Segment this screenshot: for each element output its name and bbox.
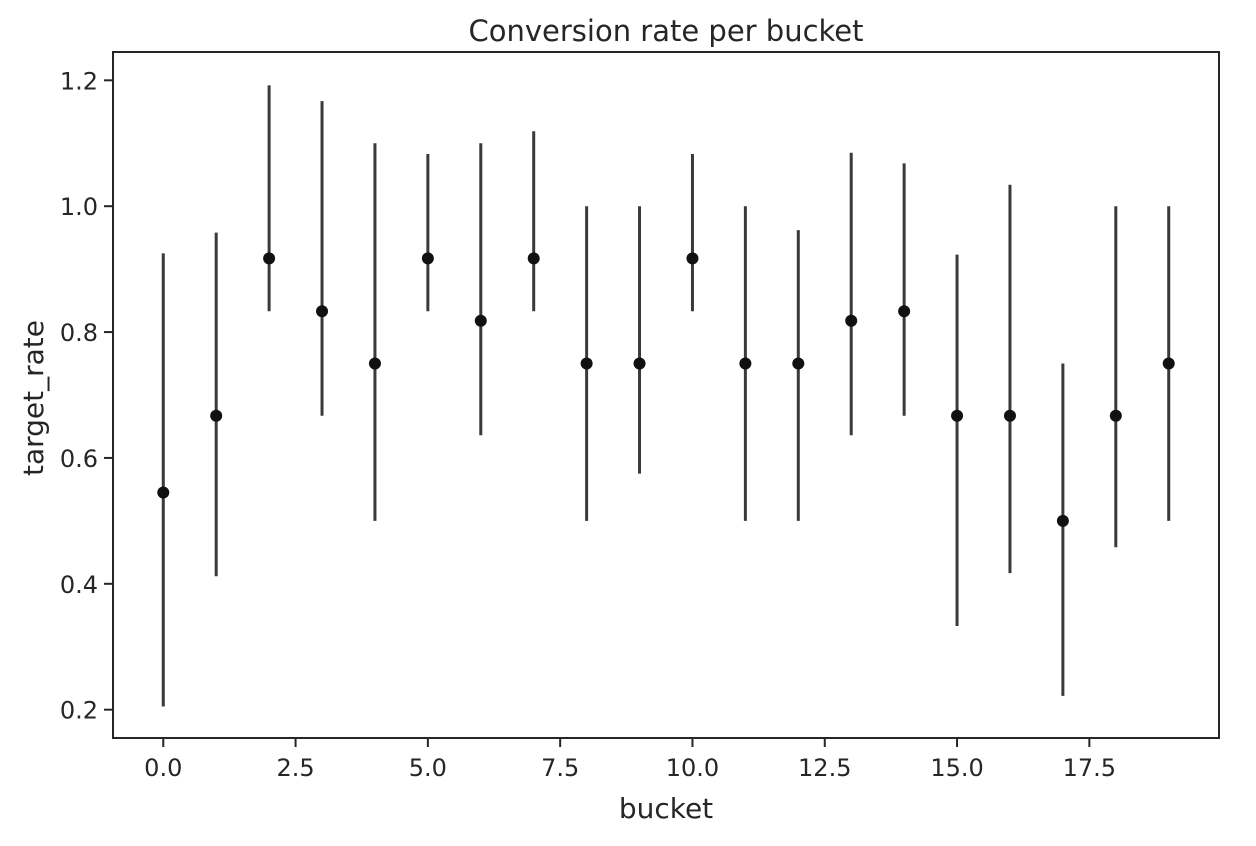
x-tick-label: 0.0 — [144, 754, 182, 782]
data-point — [316, 305, 329, 318]
data-point — [210, 409, 223, 422]
x-tick-label: 10.0 — [666, 754, 719, 782]
plot-frame — [112, 51, 1220, 739]
data-point — [792, 357, 805, 370]
data-point — [1109, 409, 1122, 422]
x-tick-label: 17.5 — [1063, 754, 1116, 782]
y-axis-label: target_rate — [17, 320, 50, 476]
data-point — [1003, 409, 1016, 422]
y-tick-label: 1.2 — [60, 67, 98, 95]
x-tick-label: 12.5 — [798, 754, 851, 782]
data-point — [951, 409, 964, 422]
data-point — [898, 305, 911, 318]
y-tick-label: 1.0 — [60, 193, 98, 221]
x-tick-label: 7.5 — [541, 754, 579, 782]
data-point — [157, 486, 170, 499]
chart-title: Conversion rate per bucket — [468, 14, 863, 48]
data-point — [474, 314, 487, 327]
data-point — [845, 314, 858, 327]
x-tick-label: 15.0 — [930, 754, 983, 782]
data-point — [527, 252, 540, 265]
x-tick-label: 2.5 — [276, 754, 314, 782]
y-tick-label: 0.8 — [60, 319, 98, 347]
x-axis-ticks: 0.0 2.5 5.0 7.5 10.0 12.5 15.0 17.5 — [144, 738, 1116, 782]
x-tick-label: 5.0 — [409, 754, 447, 782]
x-axis-label: bucket — [619, 792, 713, 825]
data-point — [739, 357, 752, 370]
y-axis-ticks: 0.2 0.4 0.6 0.8 1.0 1.2 — [60, 67, 113, 725]
data-point — [633, 357, 646, 370]
data-point — [263, 252, 276, 265]
data-point — [421, 252, 434, 265]
data-point — [368, 357, 381, 370]
plot-marks — [157, 85, 1175, 707]
y-tick-label: 0.6 — [60, 445, 98, 473]
y-tick-label: 0.4 — [60, 571, 98, 599]
data-point — [1056, 514, 1069, 527]
data-point — [1162, 357, 1175, 370]
data-point — [686, 252, 699, 265]
data-point — [580, 357, 593, 370]
y-tick-label: 0.2 — [60, 697, 98, 725]
